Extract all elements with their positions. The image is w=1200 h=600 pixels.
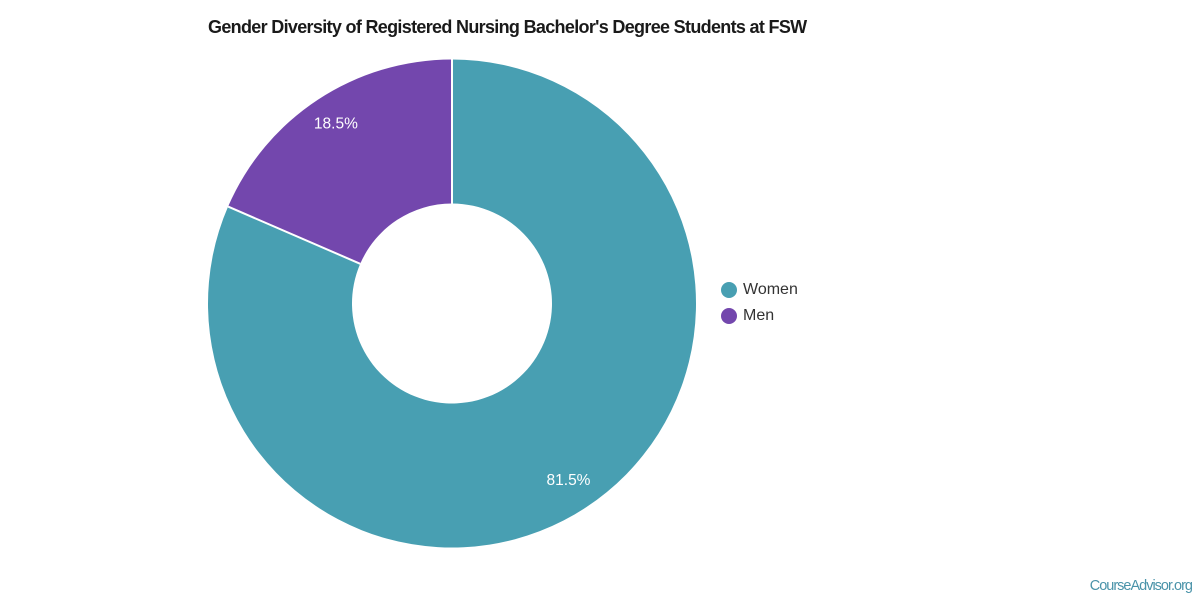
svg-text:81.5%: 81.5% [547,472,591,489]
svg-text:18.5%: 18.5% [314,116,358,133]
